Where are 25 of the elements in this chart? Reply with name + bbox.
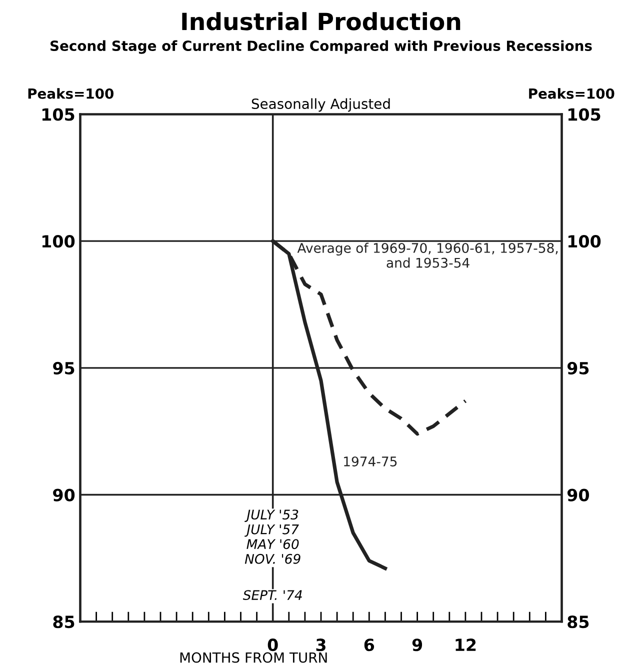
series-label: 1974-75 [344, 456, 397, 466]
y-tick-label: 90 [53, 488, 75, 502]
series-label: Average of 1969-70, 1960-61, 1957-58, and 1953-54 [297, 242, 558, 268]
x-tick-label: 3 [316, 638, 326, 652]
x-axis-title: MONTHS FROM TURN [180, 652, 327, 663]
y-tick-label: 85 [53, 616, 74, 628]
chart-title: Industrial Production [182, 12, 460, 30]
y2-tick-label: 95 [567, 362, 589, 374]
y2-tick-label: 85 [568, 616, 589, 628]
chart-subtitle: Second Stage of Current Decline Compared with Previous Recessions [50, 40, 592, 54]
y-tick-label: 100 [42, 235, 75, 248]
x-tick-label: 6 [364, 638, 374, 652]
x-tick-label: 9 [412, 638, 422, 652]
y2-tick-label: 105 [568, 108, 600, 121]
annotation: JULY '53 JULY '57 MAY '60 NOV. '69 [244, 510, 300, 564]
y-tick-label: 95 [53, 362, 74, 374]
y2-tick-label: 100 [568, 235, 601, 248]
y-tick-label: 105 [42, 108, 74, 121]
y-axis-title: Peaks=100 [28, 88, 114, 99]
annotation: SEPT. '74 [242, 590, 302, 600]
x-tick-label: 12 [456, 638, 476, 651]
y2-tick-label: 90 [567, 488, 590, 502]
x-tick-label: 0 [268, 638, 278, 652]
text: Seasonally Adjusted [252, 98, 390, 112]
y2-axis-title: Peaks=100 [529, 88, 614, 99]
